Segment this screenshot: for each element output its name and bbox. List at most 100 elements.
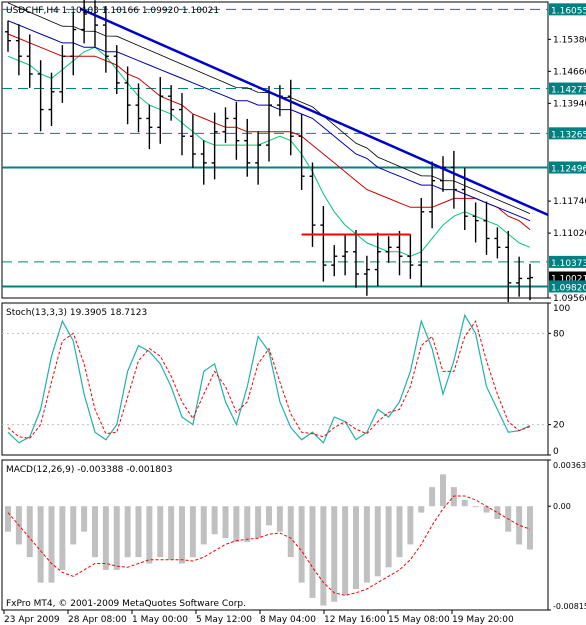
macd-histogram-bar [168,506,175,560]
price-label-box [549,161,586,174]
macd-histogram-bar [179,506,185,564]
macd-histogram-bar [342,506,349,596]
price-bar [15,24,22,76]
price-bar [266,86,272,162]
y-tick-label: 1.13940 [553,99,586,109]
y-tick-label: 1.11020 [553,229,586,239]
price-bar [429,161,436,229]
stoch-title: Stoch(13,3,3) 19.3905 18.7123 [6,308,147,318]
macd-histogram-bar [200,506,207,545]
price-label-box [549,280,586,293]
x-axis-label: 19 May 20:00 [452,615,514,625]
macd-signal-line [7,495,531,596]
stoch-main-line [7,313,531,444]
macd-histogram-bar [255,506,262,539]
macd-histogram-bar [124,506,131,558]
copyright-text: FxPro MT4, © 2001-2009 MetaQuotes Softwa… [6,599,246,609]
x-axis-label: 15 May 08:00 [388,615,450,625]
pane-frame-2 [1,459,549,611]
price-label-box [549,127,586,140]
price-bar [374,232,381,286]
macd-histogram-bar [407,506,414,545]
macd-histogram-bar [222,506,229,539]
price-bar [102,6,109,73]
macd-histogram-bar [396,506,403,558]
y-tick-label: 1.14660 [553,67,586,77]
macd-histogram-bar [363,506,370,583]
price-bar [407,234,414,279]
macd-histogram-bar [461,499,468,507]
macd-histogram-bar [48,506,55,583]
macd-histogram-bar [92,506,98,558]
macd-histogram-bar [135,506,142,558]
y-tick-label: 1.11740 [553,197,586,207]
macd-y-label: 0.00 [553,502,571,511]
macd-histogram-bar [287,506,294,558]
macd-histogram-bar [102,506,109,570]
price-bar [472,202,479,243]
stoch-y-label: 20 [553,421,565,431]
macd-histogram-bar [37,506,44,583]
price-bar [59,45,66,103]
price-bar [450,150,457,209]
macd-title: MACD(12,26,9) -0.003388 -0.001803 [6,465,172,475]
price-bar [179,93,185,156]
price-label: 1.16055 [551,6,586,16]
main-chart-title: USDCHF,H4 1.10103 1.10166 1.09920 1.1002… [6,6,219,16]
price-bar [222,107,229,143]
price-bar [200,140,207,185]
price-bar [353,230,359,288]
macd-histogram-bar [494,506,501,519]
price-bar [527,263,533,301]
price-bar [189,114,196,168]
macd-histogram-bar [472,506,479,508]
pane-frame-0 [1,1,549,299]
macd-y-label: -0.00815 [553,602,586,611]
price-bar [244,118,251,177]
macd-histogram-bar [233,506,240,542]
macd-histogram-bar [298,506,305,583]
macd-histogram-bar [483,506,490,513]
price-bar [124,66,131,125]
macd-y-label: 0.00363 [553,461,586,470]
x-axis-label: 12 May 16:00 [324,615,386,625]
macd-histogram-bar [418,506,425,513]
macd-histogram-bar [146,506,153,564]
price-bar [168,85,175,121]
macd-histogram-bar [385,506,392,568]
macd-histogram-bar [309,506,316,598]
price-label: 1.09820 [551,283,586,293]
x-axis-label: 8 May 04:00 [260,615,316,625]
macd-histogram-bar [5,506,11,532]
price-bar [5,20,11,52]
x-axis-label: 28 Apr 08:00 [68,615,127,625]
price-label-box [549,82,586,95]
price-bar [396,230,403,276]
price-label: 1.14273 [551,86,586,96]
price-bar [483,201,490,255]
price-bar [298,114,305,190]
macd-histogram-bar [527,506,533,550]
macd-histogram-bar [70,506,77,545]
macd-histogram-bar [266,506,272,526]
price-bar [70,13,77,76]
price-bar [146,104,153,150]
price-label-box [549,255,586,268]
price-bar [37,60,44,132]
stoch-y-label: 0 [553,447,559,457]
price-bar [516,256,523,297]
price-bar [135,83,142,133]
price-bar [363,255,370,296]
stoch-signal-line [7,320,531,439]
macd-histogram-bar [429,487,436,507]
macd-histogram-bar [244,506,251,542]
price-bar [255,131,262,185]
price-bar [494,227,501,259]
price-bar [26,34,33,88]
price-bar [440,156,446,192]
price-bar [505,230,512,302]
price-bar [331,245,338,277]
y-tick-label: 1.15380 [553,35,586,45]
